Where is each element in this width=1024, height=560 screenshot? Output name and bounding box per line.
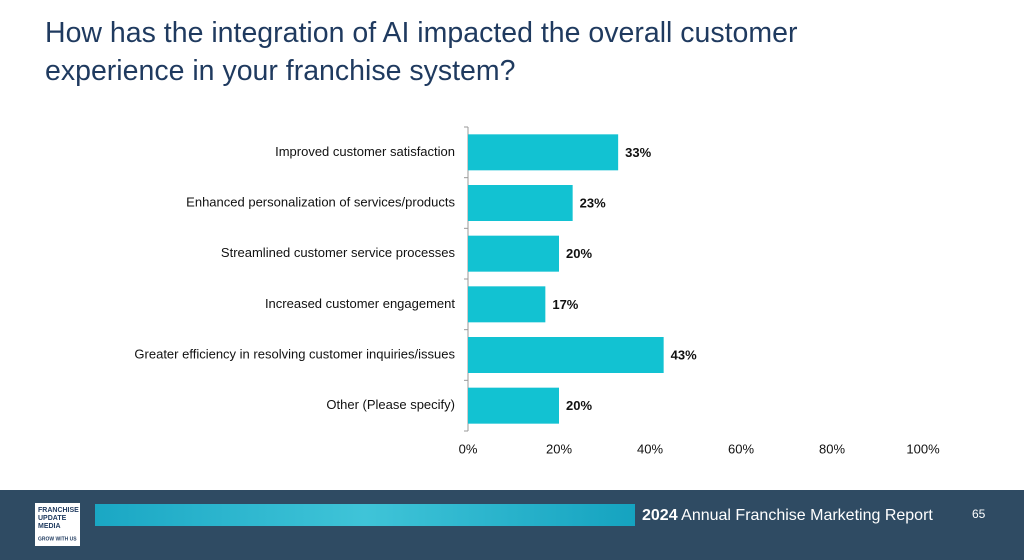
category-label: Improved customer satisfaction [275,144,455,159]
x-tick-label: 20% [546,441,572,456]
page-number: 65 [972,507,986,521]
category-label: Other (Please specify) [326,397,455,412]
x-tick-label: 40% [637,441,663,456]
bar [468,185,573,221]
x-tick-label: 0% [459,441,478,456]
category-label: Enhanced personalization of services/pro… [186,194,455,209]
footer-year: 2024 [642,507,678,524]
value-label: 43% [671,347,697,362]
category-label: Streamlined customer service processes [221,245,456,260]
bar [468,134,619,171]
value-label: 17% [552,297,578,312]
logo-text: UPDATE [38,515,67,522]
chart-title: How has the integration of AI impacted t… [45,17,798,87]
logo-text: FRANCHISE [38,507,79,514]
category-label: Increased customer engagement [265,296,455,311]
x-tick-label: 60% [728,441,754,456]
category-label: Greater efficiency in resolving customer… [134,346,455,361]
footer-report: Annual Franchise Marketing Report [681,507,933,524]
logo-text: MEDIA [38,523,61,530]
bar [468,337,664,373]
x-tick-label: 80% [819,441,845,456]
footer-title: 2024 Annual Franchise Marketing Report [642,507,933,524]
bar [468,286,546,323]
bar [468,387,559,424]
value-label: 33% [625,145,651,160]
value-label: 20% [566,246,592,261]
value-label: 23% [580,195,606,210]
footer-strip [95,504,635,526]
value-label: 20% [566,398,592,413]
logo-box [35,503,80,546]
logo-tagline: GROW WITH US [38,536,77,542]
bar [468,235,559,272]
x-tick-label: 100% [906,441,940,456]
